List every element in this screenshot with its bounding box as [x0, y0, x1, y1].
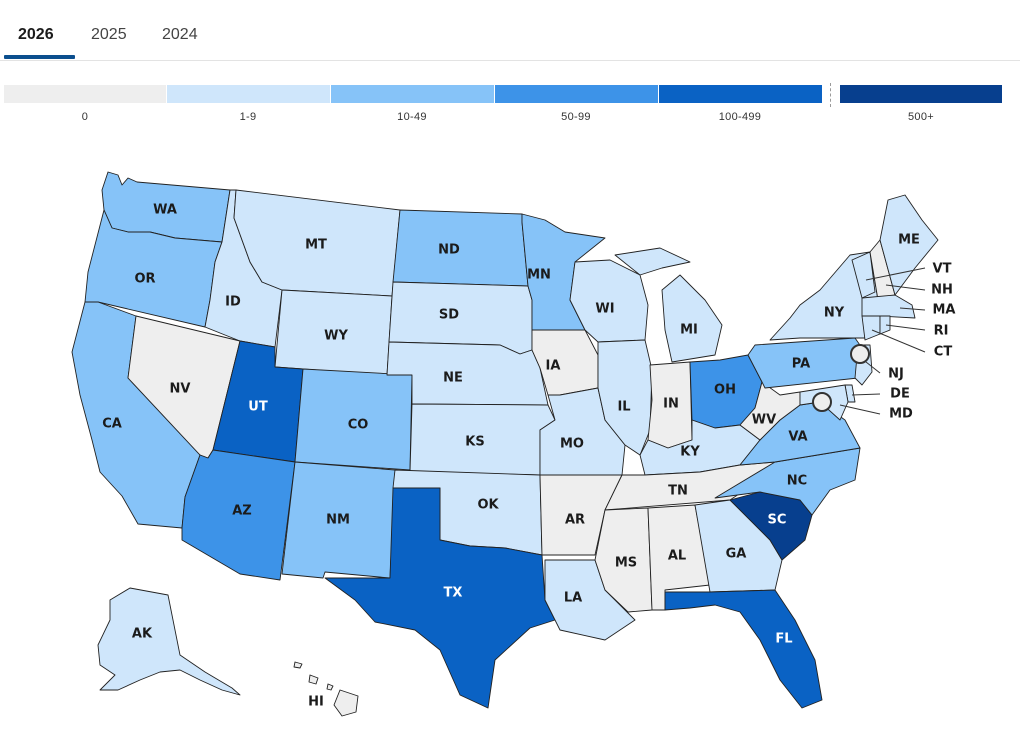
state-TX[interactable] — [324, 487, 556, 709]
label-MO: MO — [560, 437, 584, 452]
state-HI[interactable] — [293, 661, 359, 717]
legend-label-50-99: 50-99 — [561, 111, 591, 123]
tab-2025[interactable]: 2025 — [91, 26, 127, 43]
label-AR: AR — [565, 513, 585, 528]
label-MS: MS — [615, 556, 637, 571]
label-LA: LA — [564, 591, 582, 606]
state-VT[interactable] — [851, 251, 876, 299]
legend-swatch-1-9 — [167, 85, 330, 103]
legend-label-500-plus: 500+ — [908, 111, 934, 123]
ct-leader — [871, 329, 926, 353]
nj-callout-marker — [850, 344, 870, 364]
label-NV: NV — [170, 382, 191, 397]
legend-swatch-0 — [4, 85, 166, 103]
us-state-map: WA OR CA ID NV MT WY UT CO AZ NM ND SD N… — [0, 140, 1024, 737]
label-UT: UT — [248, 400, 268, 415]
label-MA: MA — [933, 303, 956, 318]
legend-swatch-50-99 — [495, 85, 658, 103]
ri-leader — [885, 324, 926, 331]
label-OR: OR — [134, 272, 155, 287]
state-AZ[interactable] — [181, 449, 296, 581]
legend-swatch-100-499 — [659, 85, 822, 103]
label-NE: NE — [443, 371, 463, 386]
state-MO[interactable] — [539, 387, 626, 476]
active-tab-indicator — [4, 55, 75, 59]
label-WY: WY — [324, 329, 348, 344]
label-GA: GA — [726, 547, 747, 562]
nh-leader — [885, 284, 926, 291]
label-KS: KS — [465, 435, 484, 450]
label-WI: WI — [595, 302, 614, 317]
label-IA: IA — [546, 359, 561, 374]
label-HI: HI — [308, 695, 324, 710]
label-KY: KY — [680, 445, 700, 460]
label-IL: IL — [617, 400, 630, 415]
state-AR[interactable] — [539, 474, 623, 556]
label-ME: ME — [898, 233, 920, 248]
map-legend: 0 1-9 10-49 50-99 100-499 500+ — [4, 83, 1004, 125]
label-MD: MD — [889, 407, 913, 422]
legend-label-100-499: 100-499 — [718, 111, 762, 123]
label-MI: MI — [680, 323, 698, 338]
state-ND[interactable] — [392, 209, 529, 287]
nj-leader — [865, 361, 881, 374]
legend-label-0: 0 — [81, 111, 89, 123]
label-RI: RI — [934, 324, 949, 339]
label-SC: SC — [768, 513, 787, 528]
label-CO: CO — [348, 418, 369, 433]
label-AL: AL — [668, 549, 686, 564]
label-WA: WA — [153, 203, 177, 218]
label-SD: SD — [439, 308, 459, 323]
state-PA[interactable] — [747, 337, 863, 389]
us-map-svg: WA OR CA ID NV MT WY UT CO AZ NM ND SD N… — [71, 171, 956, 717]
ma-leader — [899, 307, 926, 311]
state-MA[interactable] — [861, 294, 916, 319]
label-ID: ID — [225, 295, 241, 310]
state-RI[interactable] — [879, 315, 891, 335]
legend-label-10-49: 10-49 — [397, 111, 427, 123]
label-CT: CT — [934, 345, 953, 360]
vt-leader — [865, 267, 926, 281]
state-AK[interactable] — [97, 587, 241, 696]
state-MI[interactable] — [614, 247, 723, 363]
label-AK: AK — [132, 627, 153, 642]
label-NC: NC — [787, 474, 807, 489]
label-ND: ND — [438, 243, 460, 258]
label-FL: FL — [775, 632, 792, 647]
legend-divider — [830, 83, 831, 107]
label-AZ: AZ — [232, 504, 252, 519]
state-NE[interactable] — [386, 341, 549, 406]
tab-2026[interactable]: 2026 — [18, 26, 54, 43]
legend-label-1-9: 1-9 — [239, 111, 257, 123]
legend-swatch-500-plus — [840, 85, 1002, 103]
label-MN: MN — [527, 268, 551, 283]
state-ME[interactable] — [879, 194, 939, 296]
label-MT: MT — [305, 238, 327, 253]
label-DE: DE — [890, 387, 910, 402]
state-FL[interactable] — [664, 589, 823, 709]
state-IL[interactable] — [597, 339, 653, 456]
tab-2024[interactable]: 2024 — [162, 26, 198, 43]
dc-callout-marker — [812, 392, 832, 412]
label-CA: CA — [102, 417, 122, 432]
label-VA: VA — [788, 430, 807, 445]
label-NJ: NJ — [888, 367, 904, 382]
label-NH: NH — [931, 283, 953, 298]
year-tabs: 2026 2025 2024 — [0, 0, 1020, 61]
de-leader — [851, 393, 881, 396]
label-PA: PA — [792, 357, 810, 372]
label-NY: NY — [824, 306, 845, 321]
label-VT: VT — [933, 262, 952, 277]
label-TN: TN — [668, 484, 688, 499]
label-NM: NM — [326, 513, 350, 528]
state-CT[interactable] — [861, 315, 881, 341]
label-OH: OH — [714, 383, 736, 398]
label-OK: OK — [477, 498, 499, 513]
label-IN: IN — [663, 397, 679, 412]
label-TX: TX — [444, 586, 463, 601]
md-leader — [839, 404, 881, 415]
legend-swatch-10-49 — [331, 85, 494, 103]
label-WV: WV — [752, 413, 776, 428]
